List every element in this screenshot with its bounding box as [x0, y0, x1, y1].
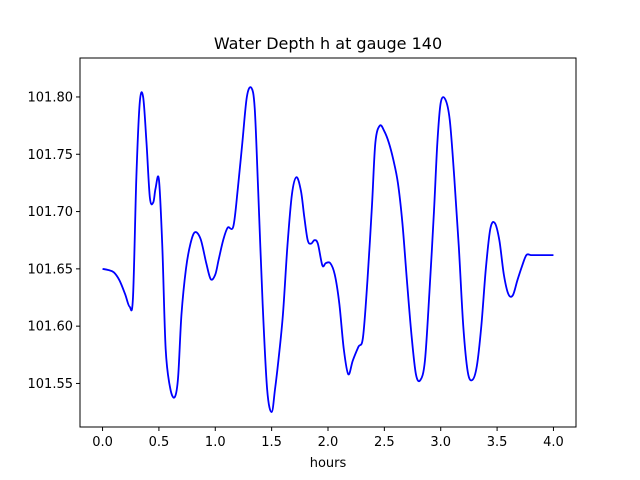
plot-frame — [79, 57, 577, 428]
x-axis-label: hours — [310, 456, 347, 471]
y-axis: 101.55 101.60 101.65 101.70 101.75 101.80 — [28, 90, 80, 392]
x-tick-label: 1.0 — [205, 435, 226, 450]
x-tick-label: 3.0 — [430, 435, 451, 450]
series-line-water-depth — [102, 86, 554, 413]
x-axis: 0.0 0.5 1.0 1.5 2.0 2.5 3.0 3.5 4.0 — [92, 427, 564, 450]
x-tick-label: 4.0 — [543, 435, 564, 450]
x-tick-label: 0.0 — [92, 435, 113, 450]
y-tick-label: 101.55 — [28, 377, 74, 392]
x-tick-label: 1.5 — [261, 435, 282, 450]
chart-title: Water Depth h at gauge 140 — [214, 34, 442, 53]
x-tick-label: 2.0 — [318, 435, 339, 450]
y-tick-label: 101.70 — [28, 205, 74, 220]
x-tick-label: 2.5 — [374, 435, 395, 450]
y-tick-label: 101.60 — [28, 320, 74, 335]
y-tick-label: 101.80 — [28, 90, 74, 105]
y-tick-label: 101.65 — [28, 262, 74, 277]
y-tick-label: 101.75 — [28, 148, 74, 163]
x-tick-label: 0.5 — [149, 435, 170, 450]
plot-area — [79, 57, 577, 428]
x-tick-label: 3.5 — [487, 435, 508, 450]
